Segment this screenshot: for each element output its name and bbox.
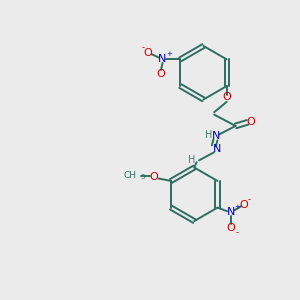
Text: O: O [247,117,255,128]
Text: CH: CH [123,171,136,180]
Text: N: N [226,207,235,217]
Text: 3: 3 [141,174,145,180]
Text: O: O [157,69,165,79]
Text: -: - [235,228,238,237]
Text: +: + [166,51,172,57]
Text: O: O [222,92,231,102]
Text: H: H [205,130,212,140]
Text: H: H [188,155,195,165]
Text: O: O [144,48,153,58]
Text: N: N [212,131,220,141]
Text: O: O [226,223,235,232]
Text: -: - [248,195,251,204]
Text: N: N [213,144,221,154]
Text: O: O [149,172,158,182]
Text: +: + [234,204,240,210]
Text: O: O [240,200,249,210]
Text: -: - [141,43,144,52]
Text: N: N [158,54,167,64]
